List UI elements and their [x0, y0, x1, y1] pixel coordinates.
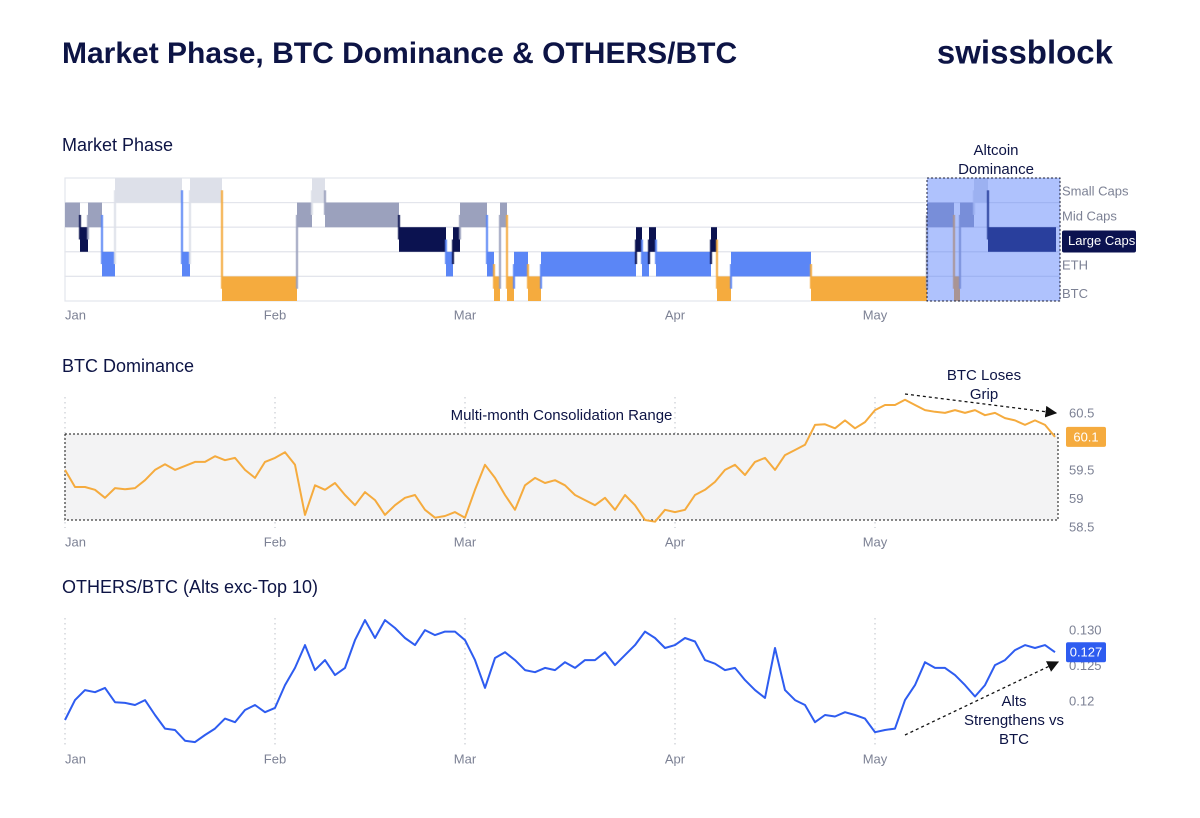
x-tick-label: Jan	[65, 751, 86, 766]
annotation-arrow	[904, 661, 1060, 736]
phase-segment	[487, 251, 494, 277]
phase-segment	[541, 251, 636, 277]
phase-segment	[182, 251, 190, 277]
phase-segment	[312, 178, 325, 203]
phase-segment	[297, 202, 312, 228]
x-tick-label: Apr	[665, 751, 686, 766]
phase-label: BTC	[1062, 286, 1088, 301]
annotation: Alts Strengthens vs BTC	[963, 693, 1065, 748]
phase-segment	[500, 202, 507, 228]
phase-label: ETH	[1062, 258, 1088, 273]
x-tick-label: May	[863, 534, 888, 549]
phase-segment	[960, 202, 974, 228]
phase-segment	[446, 251, 453, 277]
phase-segment	[649, 227, 656, 252]
phase-segment	[927, 202, 954, 228]
phase-segment	[636, 227, 642, 252]
x-tick-label: Jan	[65, 534, 86, 549]
phase-segment	[88, 202, 102, 228]
phase-segment	[453, 227, 460, 252]
phase-segment	[642, 251, 649, 277]
x-tick-label: Mar	[454, 307, 477, 322]
page-title: Market Phase, BTC Dominance & OTHERS/BTC	[62, 37, 737, 70]
phase-row	[64, 202, 1061, 228]
y-tick-label: 60.5	[1069, 406, 1094, 421]
phase-segment	[80, 227, 88, 252]
phase-segment	[528, 276, 541, 301]
phase-segment	[222, 276, 297, 301]
phase-row	[64, 177, 1061, 204]
phase-segment	[494, 276, 500, 301]
range-box	[64, 433, 1059, 521]
x-tick-label: Feb	[264, 751, 286, 766]
phase-segment	[988, 227, 1056, 252]
phase-segment	[65, 202, 80, 228]
phase-segment	[711, 227, 717, 252]
y-tick-label: 58.5	[1069, 519, 1094, 534]
phase-segment	[115, 178, 182, 203]
x-tick-label: Mar	[454, 534, 477, 549]
last-value-label: 60.1	[1073, 429, 1098, 444]
x-tick-label: May	[863, 307, 888, 322]
current-phase-badge	[1062, 230, 1136, 253]
phase-segment	[717, 276, 731, 301]
last-value-badge	[1066, 642, 1106, 663]
annotation: BTC Loses Grip	[946, 367, 1022, 403]
y-tick-label: 0.130	[1069, 622, 1102, 637]
phase-label: Large Caps	[1068, 233, 1136, 248]
phase-segment	[325, 202, 399, 228]
highlight-region	[926, 177, 1061, 302]
phase-segment	[811, 276, 927, 301]
x-tick-label: Apr	[665, 307, 686, 322]
x-tick-label: Jan	[65, 307, 86, 322]
phase-segment	[514, 251, 528, 277]
brand-logo: swissblock	[937, 34, 1114, 71]
phase-segment	[731, 251, 811, 277]
phase-segment	[460, 202, 487, 228]
phase-segment	[954, 276, 960, 301]
phase-label: Small Caps	[1062, 184, 1129, 199]
range-label: Multi-month Consolidation Range	[451, 407, 673, 424]
phase-segment	[974, 178, 988, 203]
x-tick-label: Apr	[665, 534, 686, 549]
data-line	[64, 619, 1056, 744]
x-tick-label: Mar	[454, 751, 477, 766]
phase-segment	[399, 227, 446, 252]
x-tick-label: May	[863, 751, 888, 766]
chart-title: OTHERS/BTC (Alts exc-Top 10)	[62, 577, 318, 597]
phase-label: Mid Caps	[1062, 208, 1117, 223]
y-tick-label: 0.12	[1069, 694, 1094, 709]
last-value-badge	[1066, 426, 1106, 447]
phase-segment	[656, 251, 711, 277]
annotation-arrow	[904, 393, 1058, 418]
x-tick-label: Feb	[264, 307, 286, 322]
y-tick-label: 59.5	[1069, 462, 1094, 477]
annotation: Altcoin Dominance	[958, 142, 1034, 178]
y-tick-label: 59	[1069, 491, 1083, 506]
chart-title: BTC Dominance	[62, 356, 194, 376]
chart-title: Market Phase	[62, 135, 173, 155]
data-line	[64, 398, 1056, 523]
x-tick-label: Feb	[264, 534, 286, 549]
phase-row	[64, 226, 1061, 253]
phase-segment	[190, 178, 222, 203]
last-value-label: 0.127	[1070, 645, 1103, 660]
phase-segment	[507, 276, 514, 301]
phase-segment	[102, 251, 115, 277]
